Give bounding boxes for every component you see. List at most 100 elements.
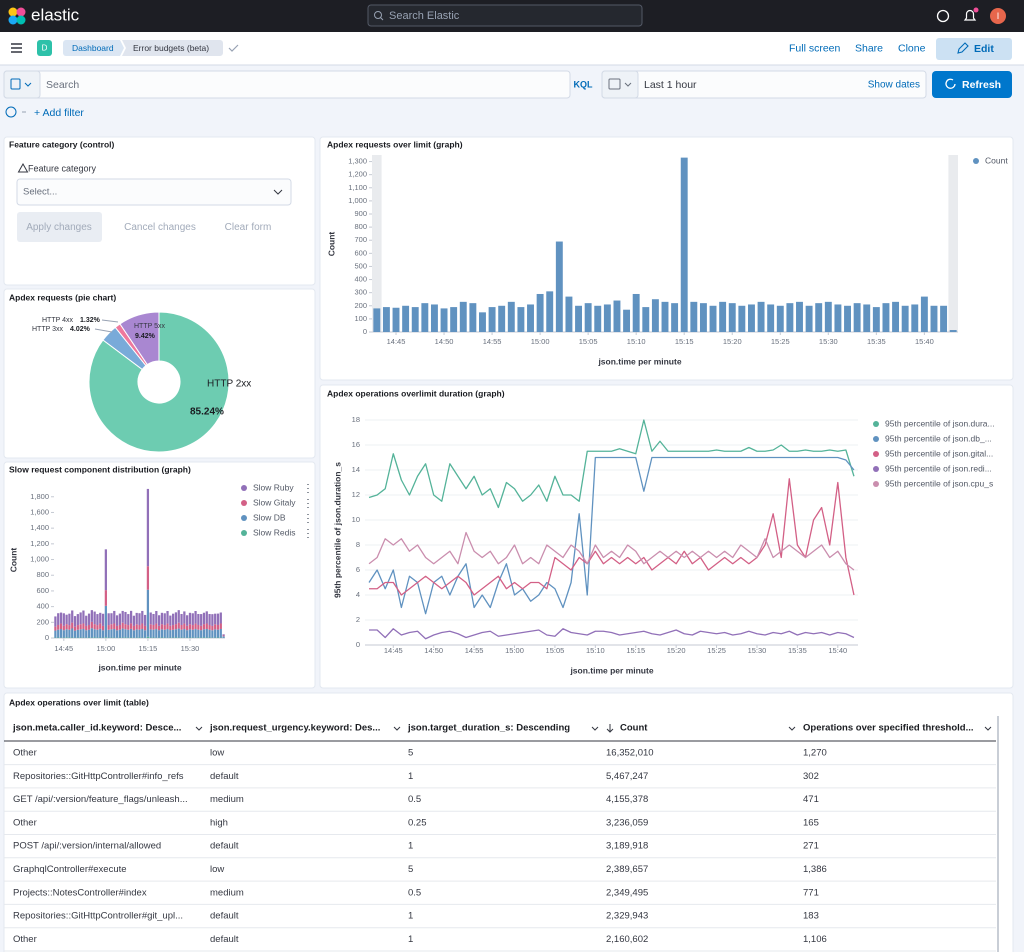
bar-segment [216,624,220,630]
time-range[interactable]: Last 1 hour [644,79,697,91]
bar-segment [158,630,161,638]
control-button[interactable]: Clear form [225,222,272,233]
bar-segment [93,637,96,638]
space-badge[interactable] [37,40,52,56]
legend-label[interactable]: 95th percentile of json.db_... [885,433,992,443]
x-tick-label: 15:25 [707,646,726,655]
nav-action[interactable]: Full screen [789,42,841,54]
news-icon[interactable] [963,9,977,21]
bar-segment [222,634,225,636]
bar-segment [127,614,130,626]
y-tick-label: 600 [354,248,367,257]
legend-label[interactable]: Slow Redis [253,527,296,537]
global-search[interactable] [367,4,643,27]
column-menu[interactable] [393,726,401,731]
bar [757,301,765,332]
y-tick-label: 0 [356,640,360,649]
column-header[interactable]: json.target_duration_s: Descending [407,723,570,734]
query-placeholder: Search [46,79,79,91]
column-menu[interactable] [984,726,992,731]
nav-action[interactable]: Share [855,42,883,54]
bar-segment [155,623,158,630]
control-button[interactable]: Apply changes [26,222,92,233]
table-cell: 165 [803,817,819,828]
bar [632,293,640,332]
x-tick-label: 14:55 [483,337,502,346]
apply-button[interactable] [17,212,102,242]
breadcrumb-dashboard[interactable] [63,40,124,56]
bar [642,307,650,332]
table-panel [3,692,1014,952]
legend-label[interactable]: 95th percentile of json.gital... [885,448,993,458]
legend-label[interactable]: 95th percentile of json.redi... [885,463,992,473]
slice-value: 1.32% [80,317,101,324]
column-header[interactable]: json.request_urgency.keyword: Des... [209,723,380,734]
help-icon[interactable] [936,9,950,23]
bar-segment [82,610,85,624]
elastic-logo[interactable] [8,7,26,25]
refresh-button[interactable] [932,71,1012,98]
slice-value: 85.24% [190,407,224,418]
bar-segment [208,629,211,638]
bar-segment [211,614,214,626]
bar-segment [205,623,208,629]
bar-segment [138,629,141,638]
bar-segment [68,613,71,626]
legend-label[interactable]: Count [985,155,1008,165]
y-tick-label: 600 [36,586,49,595]
bar-segment [138,624,141,630]
bar-segment [65,614,68,625]
show-dates[interactable]: Show dates [868,80,920,91]
x-tick-label: 15:15 [675,337,694,346]
bar-segment [57,629,60,638]
bar-segment [129,610,133,624]
bar [776,305,784,332]
news-dot [973,7,979,13]
bar-segment [191,629,194,638]
saved-query-button[interactable] [3,70,41,99]
query-input[interactable] [3,70,571,99]
bar-segment [197,613,200,625]
bar-segment [99,628,102,638]
column-header[interactable]: Count [620,723,648,734]
bar [949,330,957,332]
global-search-placeholder: Search Elastic [389,10,460,22]
edit-label[interactable]: Edit [974,43,994,55]
panel-title: Feature category (control) [9,139,114,149]
legend-label[interactable]: 95th percentile of json.dura... [885,418,995,428]
table-cell: 0.5 [408,887,421,898]
bar [805,305,813,332]
legend-label[interactable]: 95th percentile of json.cpu_s [885,478,993,488]
x-tick-label: 15:35 [867,337,886,346]
y-tick-label: 400 [36,602,49,611]
bar-segment [163,625,166,630]
bar [507,301,515,332]
control-button[interactable]: Cancel changes [124,222,196,233]
legend-label[interactable]: Slow DB [253,512,286,522]
edit-button[interactable] [936,38,1012,60]
bar-segment [146,566,150,590]
bar-segment [155,629,158,638]
bar [565,296,573,332]
table-cell: Other [13,817,37,828]
refresh-label[interactable]: Refresh [962,79,1001,91]
bar-segment [149,629,152,638]
bar-segment [202,629,206,638]
nav-action[interactable]: Clone [898,42,926,54]
column-menu[interactable] [788,726,796,731]
legend-label[interactable]: Slow Gitaly [253,497,296,507]
language-switch[interactable]: KQL [574,79,594,89]
filter-menu-icon[interactable] [5,106,17,118]
column-header[interactable]: json.meta.caller_id.keyword: Desce... [12,723,181,734]
menu-button[interactable] [11,43,22,53]
feature-select[interactable] [16,178,292,206]
bar-segment [180,613,183,625]
column-menu[interactable] [591,726,599,731]
bar-segment [118,624,121,630]
y-tick-label: 1,000 [30,555,49,564]
add-filter[interactable]: + Add filter [34,107,84,119]
column-header[interactable]: Operations over specified threshold... [803,723,974,734]
column-menu[interactable] [195,726,203,731]
avatar[interactable] [990,8,1006,24]
legend-label[interactable]: Slow Ruby [253,482,294,492]
